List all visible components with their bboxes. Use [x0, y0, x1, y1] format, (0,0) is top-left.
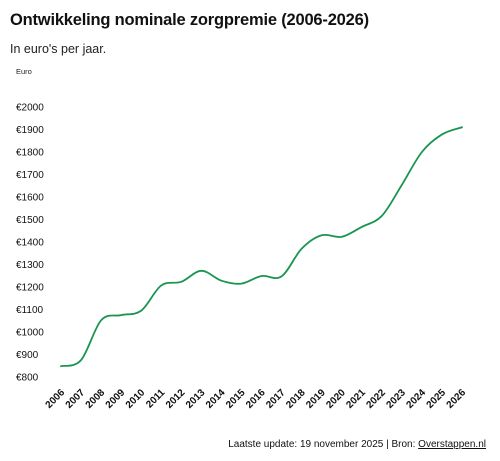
x-tick-label: 2010	[124, 387, 148, 411]
chart-title: Ontwikkeling nominale zorgpremie (2006-2…	[10, 11, 369, 29]
x-tick-label: 2025	[425, 387, 449, 411]
x-tick-label: 2013	[184, 387, 208, 411]
data-point	[360, 225, 364, 229]
y-tick-label: €2000	[16, 103, 44, 114]
x-tick-label: 2017	[264, 387, 288, 411]
data-point	[239, 282, 243, 286]
x-tick-label: 2026	[445, 387, 469, 411]
footer: Laatste update: 19 november 2025 | Bron:…	[228, 439, 486, 450]
x-tick-label: 2007	[64, 387, 88, 411]
data-point	[139, 309, 143, 313]
data-point	[460, 125, 464, 129]
y-tick-label: €1300	[16, 260, 44, 271]
x-tick-label: 2022	[364, 387, 388, 411]
data-point	[440, 132, 444, 136]
x-tick-label: 2009	[104, 387, 128, 411]
y-tick-label: €1200	[16, 283, 44, 294]
x-tick-label: 2024	[405, 387, 429, 411]
x-tick-label: 2008	[84, 387, 108, 411]
x-tick-label: 2019	[304, 387, 328, 411]
y-tick-label: €800	[16, 373, 39, 384]
y-tick-label: €1800	[16, 148, 44, 159]
y-tick-label: €1500	[16, 215, 44, 226]
x-tick-label: 2012	[164, 387, 188, 411]
y-axis-label: Euro	[16, 67, 32, 76]
data-point	[380, 214, 384, 218]
series-line	[60, 126, 463, 368]
data-point	[199, 269, 203, 273]
data-point	[300, 247, 304, 251]
series-group	[59, 125, 464, 368]
x-tick-label: 2015	[224, 387, 248, 411]
data-point	[260, 274, 264, 278]
data-point	[159, 283, 163, 287]
y-tick-label: €1600	[16, 193, 44, 204]
x-axis-ticks: 2006200720082009201020112012201320142015…	[44, 387, 469, 411]
y-axis-ticks: €800 €900 €1000 €1100 €1200 €1300 €1400 €1500 €1…	[16, 103, 44, 384]
data-point	[340, 235, 344, 239]
x-tick-label: 2020	[324, 387, 348, 411]
x-tick-label: 2023	[384, 387, 408, 411]
data-point	[280, 274, 284, 278]
x-tick-label: 2018	[284, 387, 308, 411]
x-tick-label: 2014	[204, 387, 228, 411]
data-point	[59, 364, 63, 368]
y-tick-label: €900	[16, 350, 39, 361]
data-point	[420, 150, 424, 154]
x-tick-label: 2006	[44, 387, 68, 411]
data-point	[219, 279, 223, 283]
source-link[interactable]: Overstappen.nl	[418, 439, 486, 450]
data-point	[400, 183, 404, 187]
y-tick-label: €1100	[16, 305, 44, 316]
data-point	[179, 280, 183, 284]
x-tick-label: 2016	[244, 387, 268, 411]
y-tick-label: €1000	[16, 328, 44, 339]
data-point	[99, 318, 103, 322]
data-point	[119, 313, 123, 317]
data-point	[320, 233, 324, 237]
x-tick-label: 2011	[144, 387, 167, 410]
footer-update-text: Laatste update: 19 november 2025 | Bron:	[228, 439, 419, 450]
data-point	[79, 358, 83, 362]
y-tick-label: €1700	[16, 170, 44, 181]
y-tick-label: €1900	[16, 125, 44, 136]
x-tick-label: 2021	[344, 387, 368, 411]
chart-subtitle: In euro's per jaar.	[10, 42, 107, 56]
y-tick-label: €1400	[16, 238, 44, 249]
